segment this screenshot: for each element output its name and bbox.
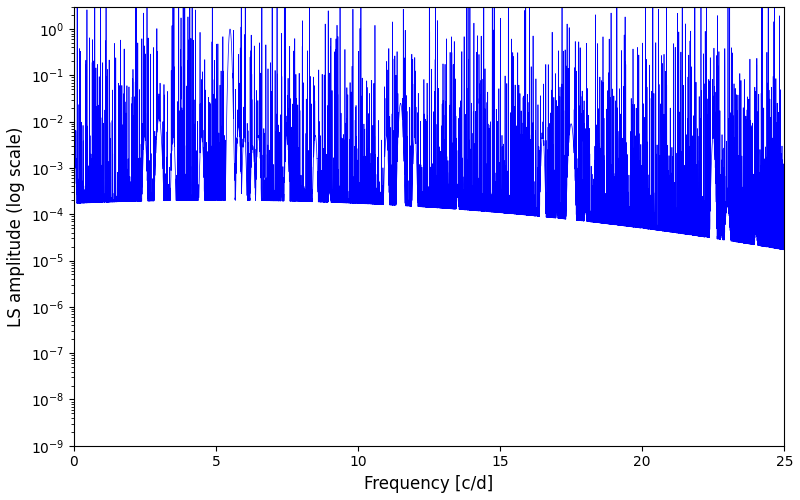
- X-axis label: Frequency [c/d]: Frequency [c/d]: [364, 475, 494, 493]
- Y-axis label: LS amplitude (log scale): LS amplitude (log scale): [7, 126, 25, 326]
